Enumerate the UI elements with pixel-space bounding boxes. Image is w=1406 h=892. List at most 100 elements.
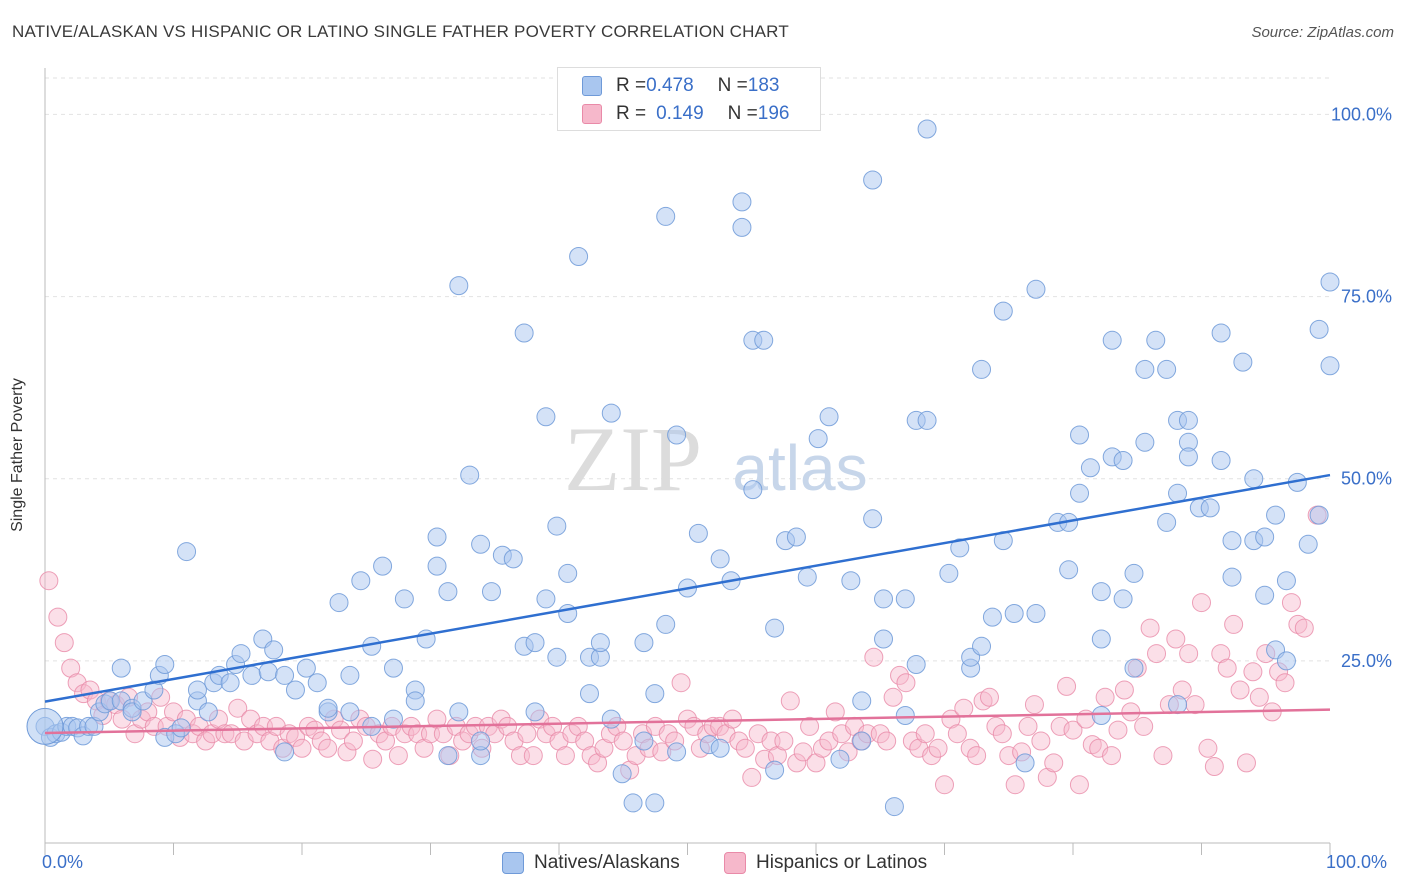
native-point: [906, 655, 926, 674]
native-point: [765, 618, 785, 638]
native-point: [438, 582, 458, 602]
legend-swatch-hispanics: [582, 104, 602, 124]
native-point: [982, 607, 1002, 627]
hispanic-point: [883, 687, 903, 707]
hispanic-point: [979, 687, 999, 707]
hispanic-point: [735, 738, 755, 758]
hispanic-point: [1050, 716, 1070, 736]
series-legend-natives[interactable]: Natives/Alaskans: [502, 852, 680, 874]
hispanic-point: [915, 724, 935, 744]
hispanic-point: [678, 709, 697, 729]
native-point: [786, 527, 806, 547]
native-point: [863, 170, 883, 190]
native-point: [1113, 589, 1133, 609]
native-point: [808, 429, 828, 449]
native-point: [743, 480, 763, 500]
legend-r-value: 0.478: [646, 75, 694, 96]
native-point: [1157, 512, 1177, 532]
hispanic-point: [613, 731, 633, 751]
native-point: [547, 516, 567, 536]
native-point: [155, 655, 175, 674]
legend-r-label: R =: [616, 103, 647, 124]
hispanic-point: [864, 647, 884, 667]
native-point: [601, 403, 621, 423]
hispanic-point: [870, 724, 890, 744]
hispanic-point: [992, 724, 1012, 744]
hispanic-point: [1005, 775, 1025, 795]
native-point: [242, 665, 262, 685]
native-point: [383, 658, 403, 678]
native-point: [307, 673, 327, 693]
native-point: [503, 549, 523, 569]
native-point: [1222, 567, 1242, 587]
native-point: [895, 706, 915, 725]
hispanic-point: [337, 742, 357, 762]
hispanic-point: [1204, 757, 1224, 776]
hispanic-point: [1134, 716, 1154, 736]
hispanic-point: [292, 738, 312, 758]
native-point: [264, 640, 284, 660]
native-point: [1124, 658, 1144, 678]
native-point: [329, 593, 349, 613]
native-point: [427, 556, 447, 576]
native-point: [1255, 585, 1275, 605]
native-point: [177, 542, 197, 562]
hispanic-point: [1044, 753, 1064, 773]
native-point: [1276, 651, 1296, 671]
hispanic-point: [318, 738, 338, 758]
hispanic-point: [1153, 746, 1173, 766]
hispanic-point: [825, 702, 845, 722]
native-point: [1309, 505, 1329, 525]
hispanic-point: [1108, 720, 1128, 740]
native-point: [917, 410, 937, 430]
y-tick-labels: 25.0% 50.0% 75.0% 100.0%: [1331, 104, 1392, 670]
hispanic-point: [812, 738, 832, 758]
legend-n-label: N =: [727, 103, 758, 124]
native-point: [275, 665, 295, 685]
native-point: [950, 538, 970, 558]
native-point: [884, 797, 904, 817]
hispanic-point: [774, 731, 794, 751]
swatch-hispanics: [724, 852, 746, 874]
native-point: [394, 589, 414, 609]
native-point: [231, 644, 251, 664]
watermark-zip: ZIP: [564, 408, 702, 510]
watermark: ZIP atlas: [564, 408, 868, 510]
native-point: [645, 684, 665, 704]
hispanic-point: [1249, 687, 1269, 707]
hispanic-point: [1147, 644, 1167, 664]
native-point: [187, 680, 207, 700]
hispanic-point: [967, 746, 987, 766]
hispanic-point: [1217, 658, 1237, 678]
hispanic-point: [1018, 716, 1038, 736]
hispanic-point: [1024, 695, 1044, 715]
legend-r-value: 0.149: [656, 103, 704, 124]
native-point: [1222, 531, 1242, 551]
native-point: [427, 527, 447, 547]
series-legend-hispanics[interactable]: Hispanics or Latinos: [724, 852, 927, 874]
native-point: [656, 614, 676, 634]
hispanic-point: [787, 753, 807, 773]
hispanic-point: [999, 746, 1019, 766]
native-point: [1146, 330, 1166, 350]
native-point: [612, 764, 632, 784]
native-point: [1135, 359, 1155, 379]
hispanic-point: [960, 738, 980, 758]
native-point: [481, 582, 501, 602]
native-point: [285, 680, 305, 700]
native-point: [547, 647, 567, 667]
native-point: [373, 556, 393, 576]
native-point: [841, 571, 861, 591]
hispanic-point: [1224, 614, 1244, 634]
native-point: [1233, 352, 1253, 372]
native-point: [438, 746, 458, 766]
native-point: [1015, 753, 1035, 773]
hispanic-point: [742, 767, 762, 787]
series-legend-label: Hispanics or Latinos: [756, 852, 928, 873]
stats-legend: R = 0.478 N = 183 R = 0.149 N = 196: [557, 67, 821, 131]
native-point: [1124, 563, 1144, 583]
native-point: [514, 323, 534, 343]
hispanic-point: [928, 738, 948, 758]
native-point: [939, 563, 959, 583]
hispanic-point: [877, 731, 897, 751]
